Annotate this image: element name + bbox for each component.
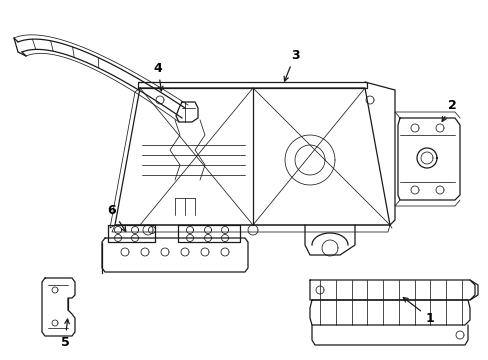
Text: 1: 1	[403, 298, 433, 324]
Text: 2: 2	[441, 99, 455, 121]
Text: 4: 4	[153, 62, 163, 91]
Text: 5: 5	[61, 319, 69, 348]
Text: 6: 6	[107, 203, 125, 231]
Text: 3: 3	[284, 49, 299, 81]
